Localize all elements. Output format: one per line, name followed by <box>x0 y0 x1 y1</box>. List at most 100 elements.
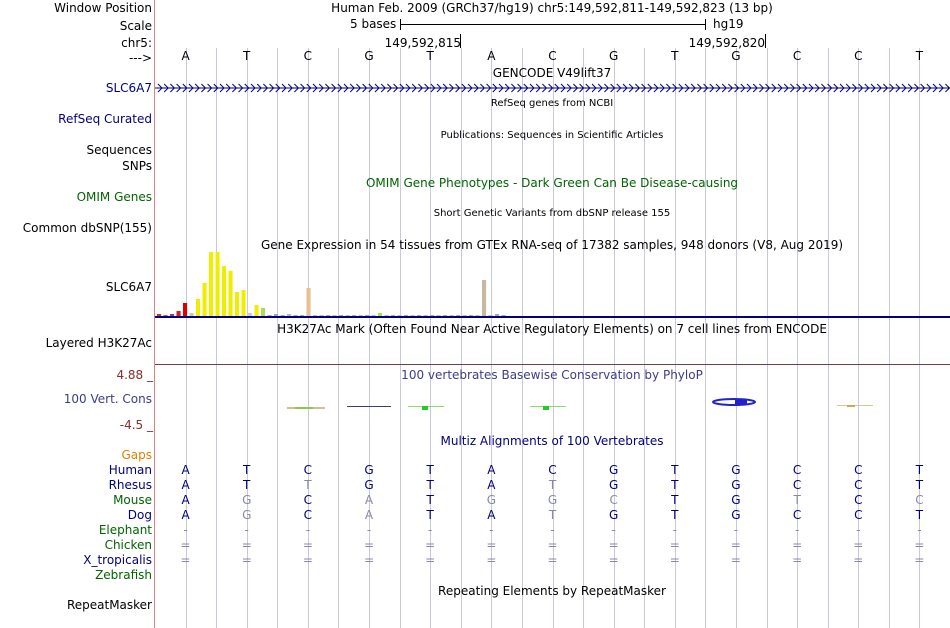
aligned-base: = <box>364 538 375 552</box>
aligned-base: C <box>854 478 863 492</box>
aligned-base: G <box>731 463 741 477</box>
aligned-base: G <box>608 508 619 522</box>
aligned-base: - <box>550 523 555 537</box>
gtex-track-label[interactable]: SLC6A7 <box>105 280 152 294</box>
aligned-base: - <box>611 523 616 537</box>
scale-bar-left-tick <box>400 19 401 30</box>
aligned-base: C <box>854 463 863 477</box>
gtex-tissue-bar <box>352 315 357 316</box>
aligned-base: - <box>428 523 433 537</box>
reference-base: T <box>915 49 924 63</box>
aligned-base: = <box>180 553 191 567</box>
gtex-tissue-bar <box>183 303 188 316</box>
gtex-tissue-bar <box>202 283 207 316</box>
aligned-base: A <box>181 493 190 507</box>
gtex-tissue-bar <box>443 315 448 316</box>
omim-track-label[interactable]: OMIM Genes <box>76 190 152 204</box>
aligned-base: - <box>183 523 188 537</box>
phylop-track-label[interactable]: 100 Vert. Cons <box>63 392 152 406</box>
gtex-tissue-bar <box>436 315 441 316</box>
phylop-conservation-marks[interactable] <box>155 396 950 416</box>
aligned-base: T <box>671 478 679 492</box>
aligned-base: A <box>487 463 496 477</box>
gtex-tissue-bar <box>293 315 298 316</box>
reference-base: T <box>243 49 251 63</box>
gtex-tissue-bar <box>462 315 467 316</box>
gtex-tissue-bar <box>417 315 422 316</box>
gtex-tissue-bar <box>365 315 370 316</box>
aligned-base: = <box>547 553 558 567</box>
gtex-tissue-bar <box>501 315 506 316</box>
aligned-base: = <box>486 538 497 552</box>
aligned-base: G <box>608 463 619 477</box>
gtex-tissue-bar <box>495 314 500 316</box>
aligned-base: C <box>548 463 557 477</box>
aligned-base: G <box>364 478 374 492</box>
aligned-base: G <box>242 493 252 507</box>
aligned-base: - <box>917 523 922 537</box>
gencode-gene-feature[interactable] <box>155 82 950 94</box>
reference-base: A <box>181 49 190 63</box>
gaps-label: Gaps <box>121 448 152 462</box>
aligned-base: - <box>366 523 372 537</box>
aligned-base: = <box>486 553 497 567</box>
aligned-base: = <box>853 553 864 567</box>
gtex-tissue-bar <box>228 271 233 316</box>
gtex-tissue-bar <box>215 252 220 316</box>
gtex-tissue-bar <box>326 315 331 316</box>
gtex-tissue-bar <box>306 288 311 316</box>
gtex-tissue-bar <box>189 313 194 316</box>
aligned-base: T <box>671 493 679 507</box>
dbsnp-track-label[interactable]: Common dbSNP(155) <box>22 221 152 235</box>
aligned-base: = <box>914 553 925 567</box>
aligned-base: T <box>671 508 679 522</box>
aligned-base: G <box>731 508 741 522</box>
coord-right-tick <box>765 34 766 48</box>
aligned-base: = <box>608 553 619 567</box>
aligned-base: C <box>854 493 863 507</box>
gtex-gene-baseline <box>155 316 950 318</box>
window-position-label: Window Position <box>54 1 152 15</box>
gtex-tissue-bar <box>287 314 292 316</box>
sequences-track-label[interactable]: Sequences <box>86 143 152 157</box>
gtex-tissue-bar <box>449 315 454 316</box>
reference-base: G <box>364 49 374 63</box>
aligned-base: - <box>489 523 494 537</box>
assembly-label: hg19 <box>713 17 744 31</box>
aligned-base: G <box>364 463 374 477</box>
species-label: Elephant <box>98 523 152 537</box>
gtex-tissue-bar <box>488 315 493 316</box>
aligned-base: = <box>792 553 803 567</box>
refseq-track-label[interactable]: RefSeq Curated <box>58 112 152 126</box>
gtex-tissue-bar <box>222 266 227 316</box>
aligned-base: T <box>426 493 434 507</box>
gtex-tissue-bar <box>430 315 435 316</box>
species-label: Rhesus <box>108 478 152 492</box>
repeatmasker-track-title: Repeating Elements by RepeatMasker <box>438 584 666 598</box>
gtex-tissue-bar <box>196 299 201 316</box>
gtex-tissue-bar <box>378 313 383 316</box>
aligned-base: T <box>426 508 434 522</box>
gtex-tissue-bar <box>209 252 214 316</box>
aligned-base: C <box>854 508 863 522</box>
aligned-base: = <box>425 538 436 552</box>
h3k27ac-track-title: H3K27Ac Mark (Often Found Near Active Re… <box>277 322 827 336</box>
aligned-base: = <box>669 538 680 552</box>
gtex-tissue-bar <box>176 311 181 316</box>
aligned-base: A <box>181 478 190 492</box>
gtex-tissue-bar <box>261 308 266 316</box>
aligned-base: T <box>243 478 251 492</box>
gtex-tissue-bar <box>475 315 480 316</box>
reference-base: A <box>487 49 496 63</box>
coord-left: 149,592,815 <box>384 36 461 50</box>
repeatmasker-track-label[interactable]: RepeatMasker <box>66 598 152 612</box>
gtex-tissue-bar <box>267 315 272 316</box>
snps-track-label[interactable]: SNPs <box>122 159 152 173</box>
gencode-track-label[interactable]: SLC6A7 <box>105 81 152 95</box>
h3k27ac-track-label[interactable]: Layered H3K27Ac <box>45 336 152 350</box>
phylop-axis-min: -4.5 _ <box>119 418 153 432</box>
aligned-base: T <box>793 493 801 507</box>
gtex-tissue-bar <box>241 290 246 316</box>
